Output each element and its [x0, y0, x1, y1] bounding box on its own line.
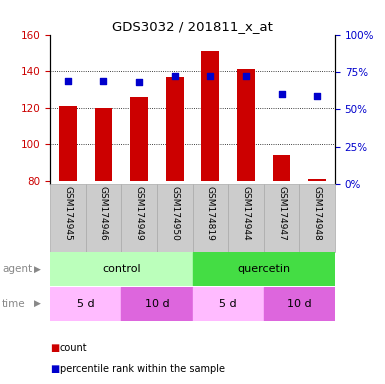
FancyBboxPatch shape: [50, 184, 85, 252]
Text: time: time: [2, 299, 25, 309]
Bar: [121, 287, 192, 321]
Bar: [95, 108, 112, 180]
FancyBboxPatch shape: [157, 184, 192, 252]
Point: [172, 73, 178, 79]
Bar: [201, 51, 219, 180]
FancyBboxPatch shape: [121, 184, 157, 252]
FancyBboxPatch shape: [85, 184, 121, 252]
Text: percentile rank within the sample: percentile rank within the sample: [60, 364, 225, 374]
FancyBboxPatch shape: [264, 184, 300, 252]
Text: ■: ■: [50, 364, 59, 374]
Text: count: count: [60, 343, 87, 353]
Point: [278, 91, 285, 98]
Text: GSM174947: GSM174947: [277, 186, 286, 241]
FancyBboxPatch shape: [228, 184, 264, 252]
FancyBboxPatch shape: [192, 184, 228, 252]
Text: GSM174949: GSM174949: [135, 186, 144, 241]
Text: 10 d: 10 d: [287, 299, 311, 309]
Title: GDS3032 / 201811_x_at: GDS3032 / 201811_x_at: [112, 20, 273, 33]
Text: GSM174819: GSM174819: [206, 186, 215, 241]
FancyBboxPatch shape: [300, 184, 335, 252]
Point: [207, 73, 213, 79]
Text: GSM174950: GSM174950: [170, 186, 179, 241]
Text: 10 d: 10 d: [145, 299, 169, 309]
Text: 5 d: 5 d: [77, 299, 94, 309]
Point: [314, 93, 320, 99]
Text: 5 d: 5 d: [219, 299, 237, 309]
Bar: [273, 155, 290, 180]
Text: control: control: [102, 264, 141, 274]
Point: [243, 73, 249, 79]
Bar: [130, 97, 148, 180]
Text: ▶: ▶: [34, 265, 41, 274]
Text: GSM174948: GSM174948: [313, 186, 321, 241]
Text: GSM174945: GSM174945: [64, 186, 72, 241]
Bar: [59, 106, 77, 180]
Text: GSM174946: GSM174946: [99, 186, 108, 241]
Text: ■: ■: [50, 343, 59, 353]
Point: [100, 78, 107, 84]
Bar: [166, 76, 184, 180]
Point: [136, 79, 142, 86]
Text: GSM174944: GSM174944: [241, 186, 250, 241]
Bar: [50, 252, 192, 286]
Bar: [50, 287, 121, 321]
Point: [65, 78, 71, 84]
Bar: [192, 287, 264, 321]
Text: quercetin: quercetin: [237, 264, 290, 274]
Text: agent: agent: [2, 264, 32, 274]
Text: ▶: ▶: [34, 299, 41, 308]
Bar: [308, 179, 326, 180]
Bar: [264, 287, 335, 321]
Bar: [237, 69, 255, 180]
Bar: [192, 252, 335, 286]
